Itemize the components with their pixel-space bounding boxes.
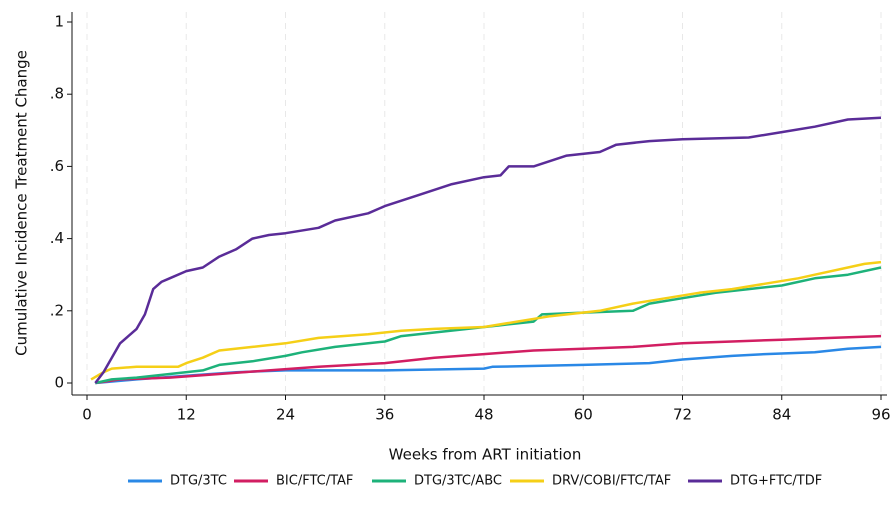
x-tick-label: 24 bbox=[276, 406, 295, 424]
y-tick-label: .4 bbox=[50, 229, 64, 247]
axes: 0 12 24 36 48 60 72 84 96 0 .2 .4 .6 .8 1 bbox=[50, 12, 891, 424]
legend-label: DTG/3TC/ABC bbox=[414, 474, 502, 489]
x-tick-label: 72 bbox=[673, 406, 692, 424]
legend-label: BIC/FTC/TAF bbox=[276, 474, 353, 489]
y-tick-label: .2 bbox=[50, 301, 64, 319]
grid bbox=[86, 12, 882, 395]
x-tick-label: 96 bbox=[871, 406, 890, 424]
y-tick-label: .8 bbox=[50, 85, 64, 103]
legend-label: DTG+FTC/TDF bbox=[730, 474, 822, 489]
x-tick-label: 48 bbox=[474, 406, 493, 424]
x-tick-label: 36 bbox=[375, 406, 394, 424]
lines bbox=[90, 116, 882, 385]
y-tick-label: 0 bbox=[54, 374, 64, 392]
y-axis-label: Cumulative Incidence Treatment Change bbox=[13, 50, 31, 356]
legend-label: DRV/COBI/FTC/TAF bbox=[552, 474, 671, 489]
legend: DTG/3TC BIC/FTC/TAF DTG/3TC/ABC DRV/COBI/FT… bbox=[128, 474, 822, 489]
y-tick-label: 1 bbox=[54, 13, 64, 31]
x-tick-label: 60 bbox=[574, 406, 593, 424]
x-tick-label: 0 bbox=[82, 406, 92, 424]
legend-label: DTG/3TC bbox=[170, 474, 227, 489]
x-axis-label: Weeks from ART initiation bbox=[389, 446, 582, 464]
series-line bbox=[90, 260, 882, 381]
series-line bbox=[95, 266, 882, 385]
x-tick-label: 84 bbox=[772, 406, 791, 424]
series-line bbox=[95, 334, 882, 385]
series-line bbox=[94, 116, 882, 384]
y-tick-label: .6 bbox=[50, 157, 64, 175]
x-tick-label: 12 bbox=[177, 406, 196, 424]
